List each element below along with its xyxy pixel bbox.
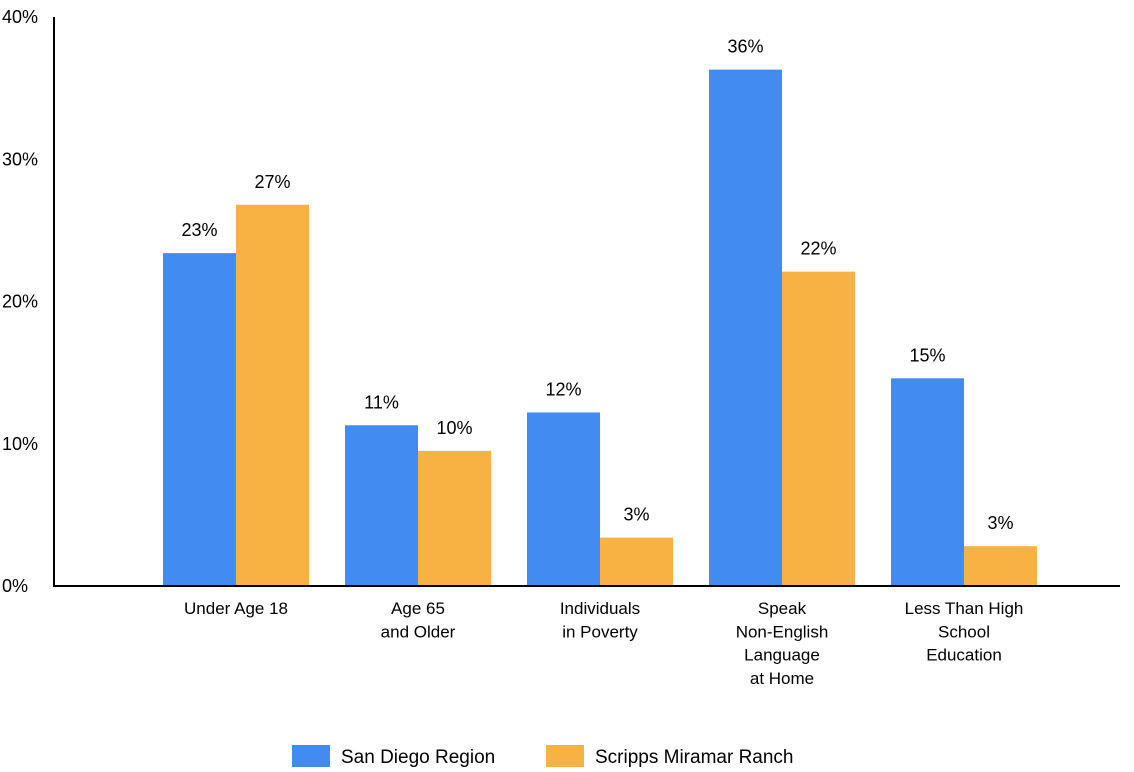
category-label: Less Than High School Education <box>905 599 1024 665</box>
y-tick-label: 30% <box>2 149 38 169</box>
data-label: 23% <box>181 220 217 240</box>
y-tick-label: 10% <box>2 434 38 454</box>
legend-swatch <box>546 745 584 767</box>
y-tick-label: 0% <box>2 576 28 596</box>
bars <box>163 69 1037 586</box>
data-label: 11% <box>364 392 399 412</box>
data-labels: 23% 11% 12% 36% 15% 27% 10% 3% 22% 3% <box>181 37 1013 534</box>
category-label: Age 65 and Older <box>381 599 456 641</box>
category-label: Individuals in Poverty <box>560 599 640 641</box>
bar-san-diego-region <box>709 69 782 586</box>
bar-scripps-miramar-ranch <box>600 537 673 586</box>
y-axis-ticks: 0% 10% 20% 30% 40% <box>2 7 38 596</box>
legend-swatch <box>292 745 330 767</box>
y-tick-label: 40% <box>2 7 38 27</box>
data-label: 15% <box>909 345 945 365</box>
data-label: 22% <box>800 239 836 259</box>
bar-scripps-miramar-ranch <box>236 204 309 586</box>
category-labels: Under Age 18 Age 65 and Older Individuals in… <box>184 599 1023 688</box>
bar-scripps-miramar-ranch <box>964 546 1037 586</box>
data-label: 3% <box>987 513 1013 533</box>
legend-label: Scripps Miramar Ranch <box>595 747 794 768</box>
y-tick-label: 20% <box>2 292 38 312</box>
category-label: Under Age 18 <box>184 599 288 618</box>
data-label: 36% <box>727 37 763 57</box>
category-label: Speak Non-English Language at Home <box>736 599 829 688</box>
bar-scripps-miramar-ranch <box>782 271 855 586</box>
legend: San Diego Region Scripps Miramar Ranch <box>292 745 794 768</box>
data-label: 12% <box>545 379 581 399</box>
legend-label: San Diego Region <box>341 747 495 768</box>
data-label: 10% <box>436 418 472 438</box>
bar-san-diego-region <box>527 412 600 586</box>
bar-san-diego-region <box>163 253 236 586</box>
bar-scripps-miramar-ranch <box>418 450 491 586</box>
bar-san-diego-region <box>345 425 418 586</box>
data-label: 3% <box>623 505 649 525</box>
data-label: 27% <box>254 172 290 192</box>
bar-san-diego-region <box>891 378 964 586</box>
